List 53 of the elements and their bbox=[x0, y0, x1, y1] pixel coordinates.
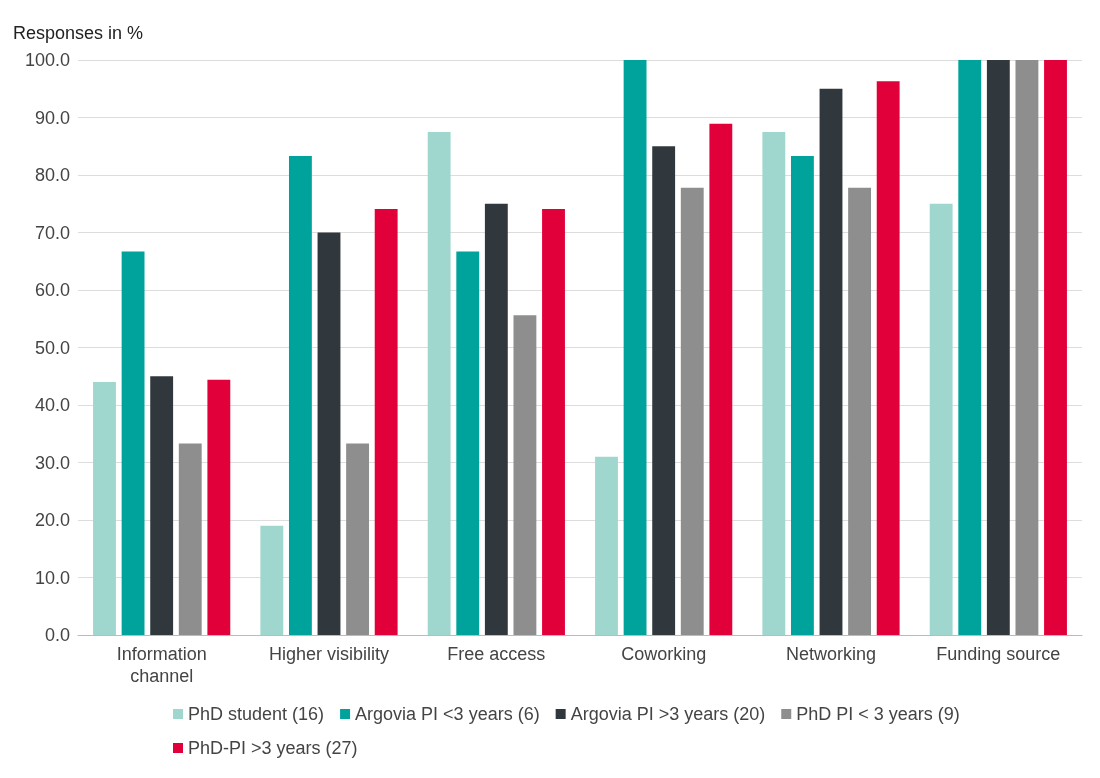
bar bbox=[513, 315, 537, 635]
x-tick-label: Higher visibility bbox=[268, 644, 390, 664]
bar bbox=[762, 131, 786, 635]
bar bbox=[346, 443, 370, 635]
legend-label: PhD student (16) bbox=[188, 704, 325, 724]
bar bbox=[819, 88, 843, 635]
bar bbox=[876, 81, 900, 635]
bar bbox=[542, 208, 565, 635]
bar bbox=[958, 60, 982, 635]
bar bbox=[484, 203, 508, 635]
y-tick-label: 10.0 bbox=[34, 567, 70, 588]
bar bbox=[121, 251, 145, 635]
y-tick-label: 50.0 bbox=[34, 337, 70, 358]
y-tick-label: 30.0 bbox=[34, 452, 70, 473]
y-tick-label: 0.0 bbox=[44, 625, 70, 645]
y-tick-label: 90.0 bbox=[34, 107, 70, 128]
y-tick-label: 40.0 bbox=[34, 395, 70, 415]
legend-label: Argovia PI >3 years (20) bbox=[570, 704, 766, 724]
bar bbox=[790, 156, 814, 635]
legend-label: PhD PI < 3 years (9) bbox=[796, 704, 960, 724]
y-tick-label: 70.0 bbox=[34, 222, 70, 243]
x-tick-label: Funding source bbox=[936, 644, 1061, 664]
y-tick-label: 80.0 bbox=[34, 165, 70, 185]
y-tick-label: 100.0 bbox=[24, 50, 70, 70]
bar bbox=[595, 456, 618, 635]
bar bbox=[652, 146, 676, 635]
bar bbox=[1044, 60, 1067, 635]
legend-label: PhD-PI >3 years (27) bbox=[188, 738, 358, 758]
bar bbox=[848, 187, 872, 635]
bar bbox=[986, 60, 1010, 635]
y-tick-label: 60.0 bbox=[34, 280, 70, 300]
bar bbox=[709, 123, 733, 635]
bar bbox=[929, 203, 953, 635]
bar bbox=[317, 232, 341, 635]
bar bbox=[260, 525, 284, 635]
bar bbox=[288, 156, 312, 635]
bar bbox=[427, 131, 451, 635]
x-tick-label: Networking bbox=[785, 644, 877, 664]
bar bbox=[178, 443, 202, 635]
y-tick-label: 20.0 bbox=[34, 510, 70, 530]
y-axis-title: Responses in % bbox=[13, 23, 144, 43]
bar bbox=[623, 60, 647, 635]
x-tick-label: Free access bbox=[447, 644, 546, 664]
bar bbox=[150, 376, 174, 635]
legend-label: Argovia PI <3 years (6) bbox=[355, 704, 540, 724]
bar bbox=[680, 187, 704, 635]
x-tick-label: Information channel bbox=[116, 644, 207, 686]
bar bbox=[374, 208, 398, 635]
bar bbox=[1015, 60, 1039, 635]
bar bbox=[207, 379, 231, 635]
bar bbox=[456, 251, 480, 635]
x-tick-label: Coworking bbox=[621, 644, 707, 664]
bar bbox=[93, 382, 116, 635]
